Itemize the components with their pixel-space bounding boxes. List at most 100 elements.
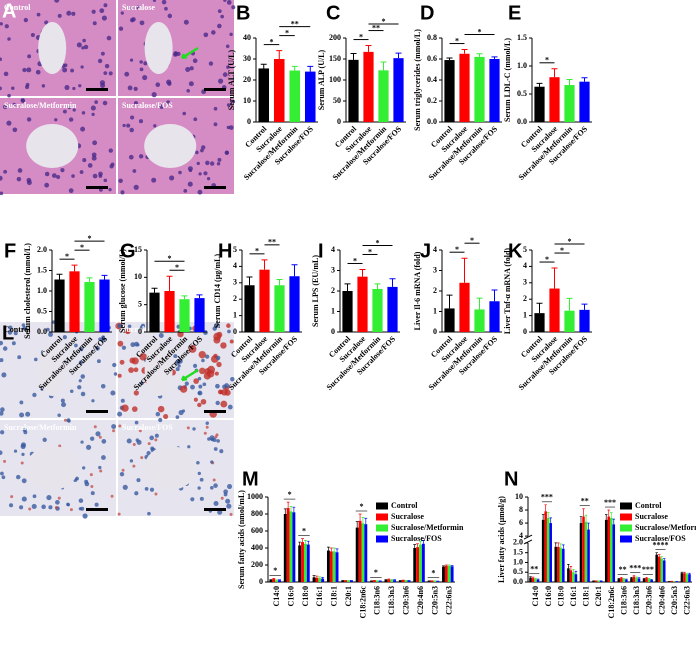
error-bar — [536, 578, 540, 580]
error-bar — [572, 568, 575, 573]
bar — [358, 520, 362, 582]
y-tick-label: 10 — [134, 272, 142, 281]
nucleus — [202, 382, 207, 387]
nucleus — [199, 496, 204, 501]
nucleus — [218, 78, 224, 84]
vessel — [144, 344, 173, 396]
nucleus — [54, 118, 58, 122]
bar — [594, 581, 598, 582]
x-tick-label: C20:1 — [594, 586, 603, 606]
error-bar — [289, 506, 293, 512]
nucleus — [219, 449, 224, 454]
nucleus — [155, 411, 161, 417]
error-bar — [491, 56, 498, 59]
x-tick-label: C20:4n6 — [657, 586, 666, 615]
bar — [489, 59, 500, 122]
nucleus — [26, 67, 32, 73]
error-bar — [541, 514, 545, 520]
nucleus — [92, 173, 98, 179]
bar — [546, 517, 550, 582]
bar — [244, 285, 255, 332]
nucleus — [226, 65, 230, 69]
y-tick-label: 3 — [433, 265, 437, 274]
nucleus — [25, 82, 30, 87]
nucleus — [223, 489, 228, 495]
legend-label: Control — [391, 501, 418, 510]
bar — [559, 547, 563, 582]
bar — [407, 580, 411, 582]
bar — [529, 577, 532, 582]
nucleus — [173, 52, 178, 57]
error-bar — [261, 259, 268, 270]
x-tick-label: C22:6n3 — [445, 586, 454, 615]
bar — [564, 85, 575, 122]
nucleus — [138, 119, 144, 124]
significance-label: ** — [372, 23, 380, 32]
error-bar — [447, 564, 451, 566]
nucleus — [165, 100, 171, 105]
bar — [660, 558, 663, 582]
y-axis-label: Serum triglycerides (mmol/L) — [413, 29, 422, 131]
bar — [361, 523, 365, 582]
lipid-droplet — [154, 438, 158, 442]
error-bar — [642, 578, 646, 580]
legend-label: Control — [635, 501, 662, 510]
y-tick-label: 8 — [519, 505, 523, 514]
bar — [612, 524, 616, 582]
bar — [489, 301, 500, 332]
nucleus — [86, 444, 92, 450]
bar — [149, 292, 160, 332]
nucleus — [66, 10, 72, 16]
error-bar — [647, 578, 651, 580]
y-tick-label: 0.5 — [513, 567, 523, 576]
bar — [413, 548, 417, 582]
error-bar — [655, 552, 658, 555]
nucleus — [193, 117, 198, 122]
bar — [534, 86, 545, 122]
nucleus — [89, 436, 95, 441]
y-tick-label: 0 — [433, 327, 437, 336]
bar — [557, 546, 560, 582]
error-bar — [307, 65, 314, 72]
lipid-droplet — [90, 485, 94, 489]
nucleus — [196, 460, 200, 465]
bar — [562, 548, 565, 582]
error-bar — [645, 576, 648, 579]
nucleus — [209, 161, 215, 166]
nucleus — [227, 329, 231, 334]
panel-letter: B — [236, 2, 250, 24]
significance-label: * — [374, 568, 378, 577]
lipid-droplet — [193, 378, 199, 384]
nucleus — [60, 398, 65, 403]
nucleus — [139, 67, 144, 72]
lipid-droplet — [193, 397, 198, 402]
scale-bar — [204, 186, 226, 189]
error-bar — [551, 267, 558, 289]
significance-label: * — [359, 32, 363, 41]
nucleus — [206, 176, 211, 181]
error-bar — [303, 540, 307, 544]
y-tick-label: 5 — [523, 245, 527, 254]
nucleus — [7, 37, 11, 41]
lipid-droplet — [132, 442, 136, 446]
error-bar — [574, 570, 578, 575]
nucleus — [173, 354, 178, 359]
y-tick-label: 3 — [523, 278, 527, 287]
bar — [610, 517, 613, 582]
significance-label: * — [288, 490, 292, 499]
lipid-droplet — [229, 512, 233, 516]
panel-letter: F — [4, 240, 16, 262]
bar — [607, 516, 610, 582]
nucleus — [90, 105, 96, 111]
nucleus — [133, 184, 139, 190]
bar — [375, 580, 379, 582]
bar — [419, 544, 422, 582]
nucleus — [79, 170, 84, 174]
nucleus — [63, 63, 68, 68]
significance-label: *** — [642, 565, 654, 574]
lipid-droplet — [154, 492, 158, 496]
x-tick-label: C14:0 — [272, 586, 281, 606]
nucleus — [0, 411, 4, 416]
nucleus — [17, 168, 23, 173]
nucleus — [230, 376, 235, 382]
